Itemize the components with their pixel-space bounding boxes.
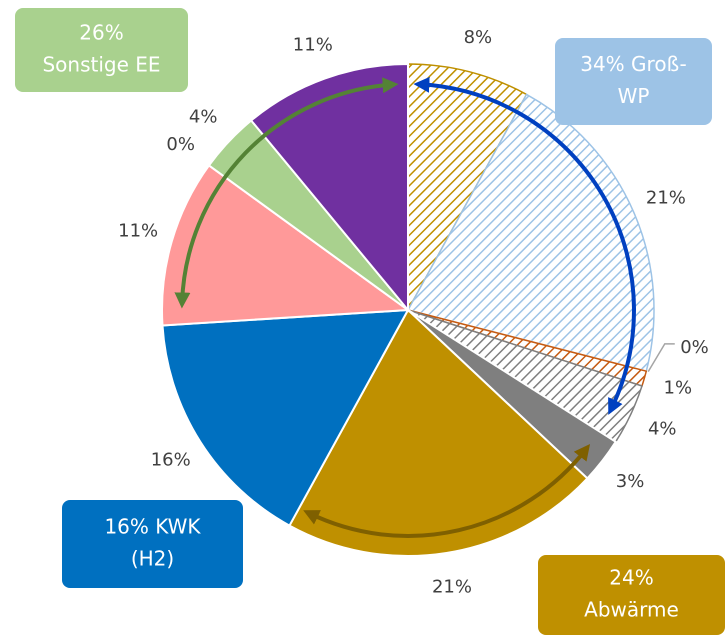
data-label: 0% (680, 337, 709, 358)
arrow (303, 444, 591, 538)
data-label: 3% (616, 471, 645, 492)
annotation-box (555, 38, 712, 125)
data-label: 8% (464, 27, 493, 48)
data-label: 16% (151, 450, 191, 471)
data-label: 4% (189, 107, 218, 128)
annotation-text: WP (618, 84, 650, 108)
annotation-text: Sonstige EE (42, 53, 160, 77)
data-label: 11% (293, 35, 333, 56)
annotation-box (15, 8, 188, 92)
data-label: 0% (166, 134, 195, 155)
data-label: 21% (646, 187, 686, 208)
annotation-text: (H2) (131, 547, 174, 571)
leader-line (647, 343, 675, 373)
arrow (413, 76, 636, 415)
annotation-box (538, 555, 725, 635)
annotation-text: 16% KWK (104, 515, 201, 539)
annotation-box (62, 500, 243, 588)
annotation-text: 24% (609, 566, 653, 590)
pie-slice (161, 308, 410, 527)
data-label: 1% (664, 377, 693, 398)
arrow (174, 77, 399, 309)
annotation-text: 34% Groß- (580, 52, 687, 76)
data-label: 11% (118, 221, 158, 242)
annotation-text: 26% (79, 21, 123, 45)
annotation-text: Abwärme (584, 598, 679, 622)
data-label: 21% (432, 577, 472, 598)
data-label: 4% (648, 419, 677, 440)
